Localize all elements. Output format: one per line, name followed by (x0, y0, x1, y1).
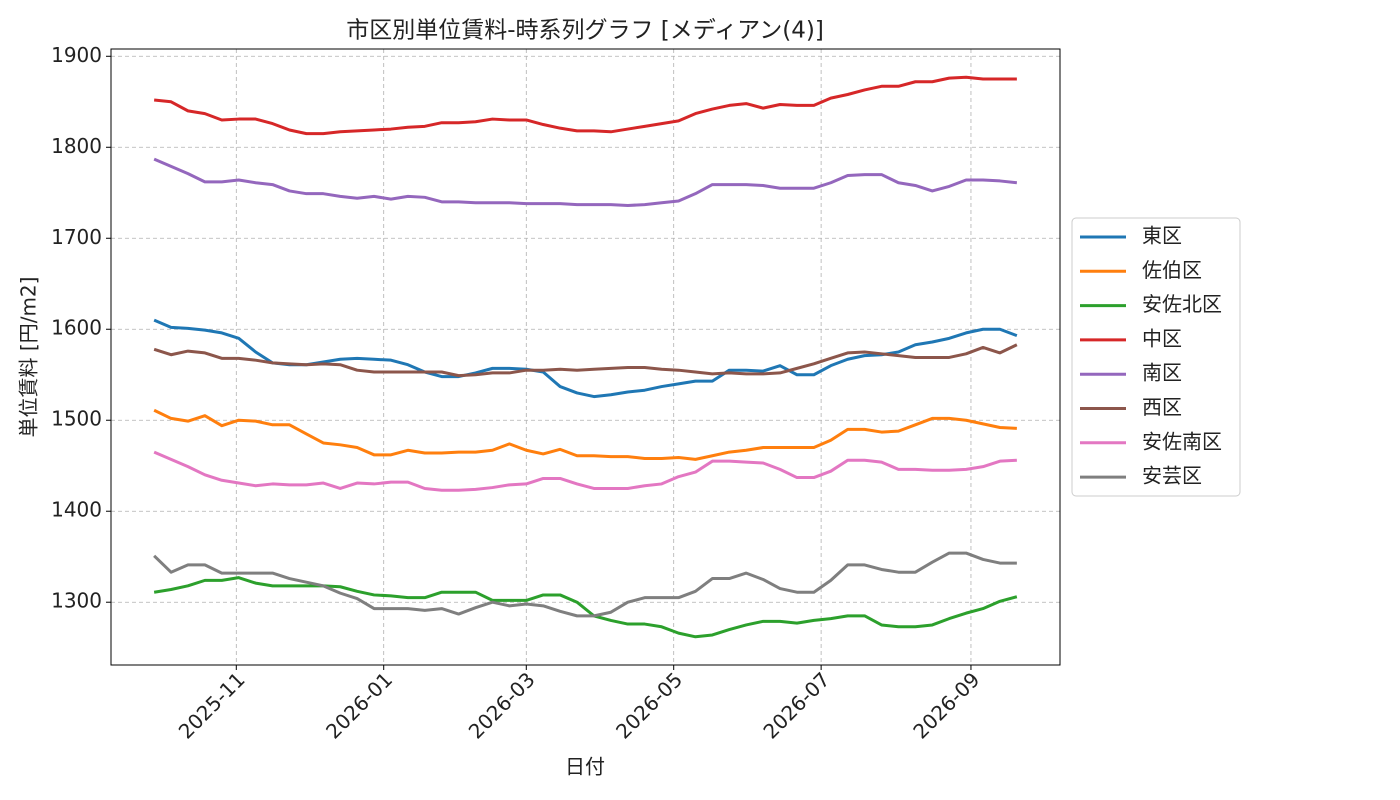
series-line (153, 343, 1018, 378)
y-tick-label: 1800 (51, 134, 102, 158)
y-tick-label: 1700 (51, 225, 102, 249)
series-line (153, 157, 1018, 208)
plot-frame (110, 48, 1061, 666)
legend-label: 安佐南区 (1142, 429, 1222, 453)
legend-label: 安芸区 (1142, 464, 1202, 488)
legend-box (1071, 217, 1241, 497)
x-tick-label: 2026-01 (321, 667, 397, 743)
series-line (153, 576, 1018, 639)
y-axis-label: 単位賃料 [円/m2] (17, 277, 41, 438)
series-line (153, 318, 1018, 399)
legend-label: 佐伯区 (1142, 258, 1202, 282)
y-tick-label: 1400 (51, 498, 102, 522)
y-tick-label: 1500 (51, 407, 102, 431)
x-tick-label: 2026-07 (758, 667, 834, 743)
y-tick-label: 1600 (51, 316, 102, 340)
legend-label: 東区 (1142, 224, 1182, 248)
series-line (153, 551, 1017, 618)
y-tick-label: 1900 (51, 43, 102, 67)
series-line (153, 408, 1017, 461)
x-axis-label: 日付 (565, 755, 605, 779)
chart-title: 市区別単位賃料-時系列グラフ [メディアン(4)] (346, 18, 824, 44)
legend-label: 安佐北区 (1142, 292, 1222, 316)
y-tick-label: 1300 (51, 589, 102, 613)
series-line (153, 75, 1017, 136)
x-tick-label: 2026-05 (611, 667, 687, 743)
series-line (153, 450, 1017, 492)
legend-label: 西区 (1142, 395, 1182, 419)
x-tick-label: 2026-03 (464, 667, 540, 743)
legend-label: 中区 (1142, 326, 1182, 350)
x-tick-label: 2026-09 (908, 667, 984, 743)
x-tick-label: 2025-11 (174, 667, 250, 743)
legend-label: 南区 (1142, 361, 1182, 385)
